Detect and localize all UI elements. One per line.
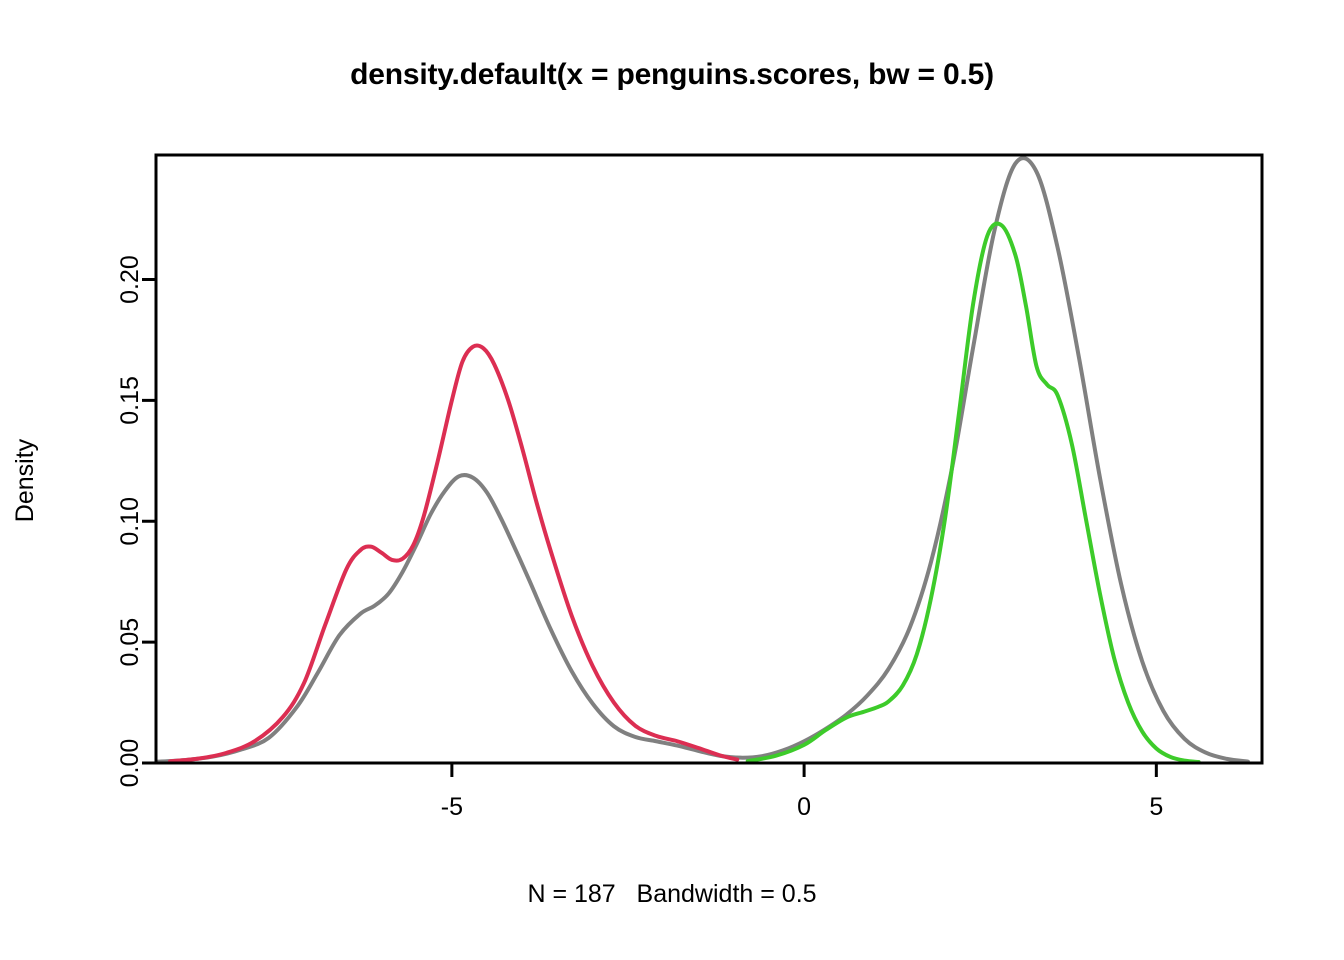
page-title: density.default(x = penguins.scores, bw … [350, 58, 994, 91]
y-tick-label: 0.15 [116, 376, 144, 425]
x-tick-label: 0 [797, 793, 811, 821]
overall-density [156, 156, 1250, 763]
y-tick-label: 0.05 [116, 618, 144, 667]
plot-frame [154, 153, 1264, 765]
y-tick-label: 0.20 [116, 255, 144, 304]
y-tick-label: 0.10 [116, 497, 144, 546]
x-tick-label: -5 [441, 793, 463, 821]
x-tick-label: 5 [1149, 793, 1163, 821]
x-axis: -5 0 5 [441, 763, 1163, 821]
right-component-density [745, 221, 1201, 763]
left-component-density [168, 343, 740, 763]
y-axis: 0.00 0.05 0.10 0.15 0.20 [116, 255, 156, 787]
density-curves [156, 156, 1250, 763]
x-axis-label: N = 187 Bandwidth = 0.5 [527, 880, 817, 908]
y-tick-label: 0.00 [116, 739, 144, 788]
